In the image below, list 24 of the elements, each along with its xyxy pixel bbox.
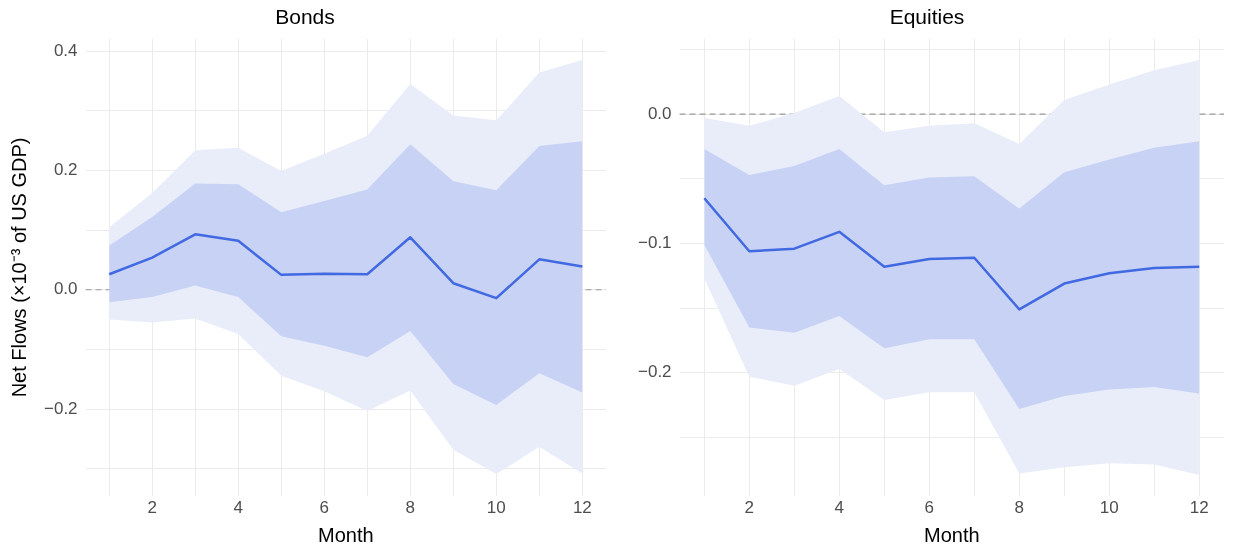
y-tick-label: 0.4 — [53, 40, 78, 60]
chart-title: Bonds — [275, 5, 335, 29]
x-axis-title: Month — [923, 523, 980, 546]
x-tick-label: 8 — [1014, 498, 1025, 518]
x-tick-label: 12 — [1189, 498, 1209, 518]
x-tick-label: 6 — [319, 498, 330, 518]
x-tick-label: 10 — [486, 498, 506, 518]
x-tick-label: 10 — [1099, 498, 1119, 518]
x-tick-label: 4 — [834, 498, 845, 518]
y-tick-label: 0.0 — [647, 103, 672, 123]
y-tick-label: −0.2 — [638, 362, 672, 382]
x-axis-title: Month — [317, 523, 374, 546]
x-tick-label: 8 — [405, 498, 416, 518]
x-tick-label: 4 — [233, 498, 243, 518]
x-tick-label: 2 — [744, 498, 755, 518]
y-axis-title: Net Flows (×10⁻³ of US GDP) — [7, 137, 30, 398]
y-tick-label: −0.2 — [44, 398, 78, 418]
chart-title: Equities — [889, 5, 965, 29]
x-tick-label: 12 — [572, 498, 592, 518]
y-tick-label: 0.0 — [53, 279, 78, 299]
y-tick-label: −0.1 — [638, 233, 672, 253]
y-tick-label: 0.2 — [53, 160, 78, 180]
x-tick-label: 2 — [147, 498, 157, 518]
x-tick-label: 6 — [924, 498, 935, 518]
